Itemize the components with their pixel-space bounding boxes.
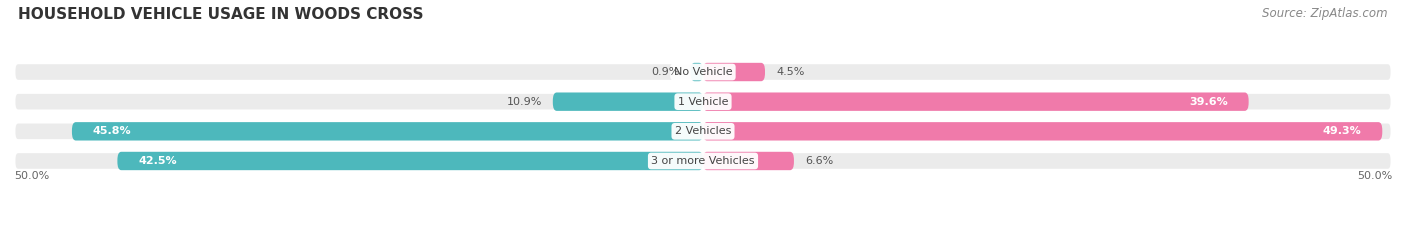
Text: 49.3%: 49.3% xyxy=(1323,126,1361,136)
FancyBboxPatch shape xyxy=(703,93,1249,111)
Text: 2 Vehicles: 2 Vehicles xyxy=(675,126,731,136)
Text: 4.5%: 4.5% xyxy=(776,67,804,77)
Text: 10.9%: 10.9% xyxy=(506,97,541,107)
FancyBboxPatch shape xyxy=(690,63,703,81)
Text: No Vehicle: No Vehicle xyxy=(673,67,733,77)
Text: 0.9%: 0.9% xyxy=(651,67,679,77)
Text: 3 or more Vehicles: 3 or more Vehicles xyxy=(651,156,755,166)
FancyBboxPatch shape xyxy=(72,122,703,140)
FancyBboxPatch shape xyxy=(14,63,1392,81)
FancyBboxPatch shape xyxy=(14,122,1392,140)
Text: 1 Vehicle: 1 Vehicle xyxy=(678,97,728,107)
FancyBboxPatch shape xyxy=(553,93,703,111)
Text: Source: ZipAtlas.com: Source: ZipAtlas.com xyxy=(1263,7,1388,20)
Text: 50.0%: 50.0% xyxy=(14,171,49,181)
Text: 39.6%: 39.6% xyxy=(1189,97,1227,107)
FancyBboxPatch shape xyxy=(703,63,765,81)
FancyBboxPatch shape xyxy=(117,152,703,170)
FancyBboxPatch shape xyxy=(703,152,794,170)
FancyBboxPatch shape xyxy=(14,93,1392,111)
Text: 6.6%: 6.6% xyxy=(806,156,834,166)
Text: 45.8%: 45.8% xyxy=(93,126,131,136)
Text: HOUSEHOLD VEHICLE USAGE IN WOODS CROSS: HOUSEHOLD VEHICLE USAGE IN WOODS CROSS xyxy=(18,7,423,22)
Legend: Owner-occupied, Renter-occupied: Owner-occupied, Renter-occupied xyxy=(585,229,821,233)
FancyBboxPatch shape xyxy=(14,152,1392,170)
Text: 42.5%: 42.5% xyxy=(138,156,177,166)
Text: 50.0%: 50.0% xyxy=(1357,171,1392,181)
FancyBboxPatch shape xyxy=(703,122,1382,140)
